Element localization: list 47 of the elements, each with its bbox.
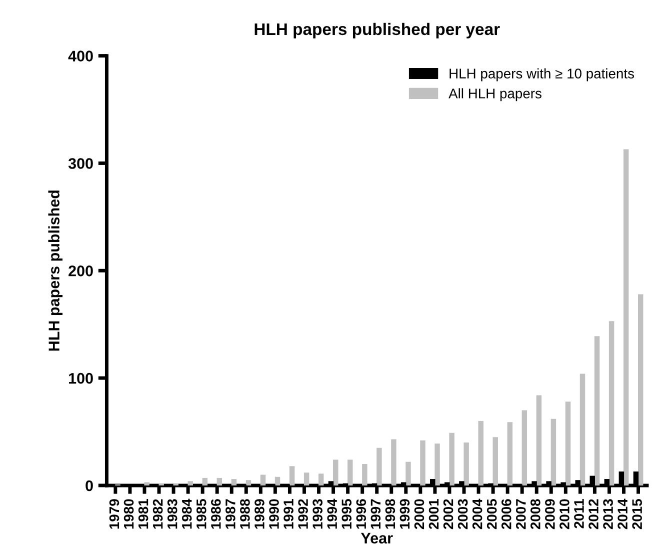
- x-tick-label: 2008: [530, 499, 540, 530]
- x-tick-label: 1999: [400, 499, 410, 529]
- x-tick-label: 1986: [210, 499, 221, 529]
- x-tick-label: 1983: [167, 499, 178, 529]
- chart-title: HLH papers published per year: [254, 22, 500, 38]
- x-tick-label: 1988: [240, 499, 250, 529]
- y-tick-label: 400: [68, 50, 93, 62]
- x-tick-label: 2003: [458, 499, 468, 530]
- x-tick-label: 1979: [109, 499, 120, 529]
- x-tick-label: 1991: [284, 499, 294, 529]
- x-tick-label: 2010: [560, 499, 570, 530]
- y-tick-label: 0: [86, 480, 93, 492]
- x-tick-label: 2015: [632, 499, 642, 530]
- y-tick-label: 200: [68, 266, 93, 276]
- x-tick-label: 2005: [486, 499, 497, 530]
- x-tick-label: 2009: [545, 499, 555, 530]
- x-tick-label: 2012: [588, 499, 598, 530]
- x-tick-label: 2011: [574, 499, 584, 528]
- x-tick-label: 1984: [182, 498, 192, 529]
- x-tick-label: 1995: [342, 499, 352, 529]
- x-tick-label: 1998: [385, 499, 396, 529]
- x-tick-label: 1985: [196, 499, 206, 529]
- x-tick-label: 1990: [269, 499, 279, 529]
- y-tick-label: 100: [69, 372, 93, 384]
- x-tick-label: 1994: [327, 498, 338, 529]
- x-tick-label: 2001: [428, 499, 439, 530]
- x-tick-label: 2013: [603, 499, 613, 530]
- x-tick-label: 2000: [414, 499, 424, 530]
- y-tick-label: 300: [68, 158, 93, 169]
- x-tick-label: 2014: [618, 498, 628, 530]
- y-axis-title: HLH papers published: [48, 190, 62, 351]
- legend-label: All HLH papers: [448, 88, 542, 102]
- x-tick-label: 1997: [370, 499, 381, 529]
- x-tick-label: 1993: [312, 499, 323, 529]
- x-tick-label: 1980: [124, 499, 134, 529]
- x-tick-label: 1987: [226, 499, 236, 529]
- x-tick-label: 2004: [472, 498, 482, 530]
- x-axis-title: Year: [360, 532, 393, 544]
- x-tick-label: 1981: [138, 499, 148, 529]
- x-tick-label: 2007: [516, 499, 526, 530]
- x-tick-label: 1992: [298, 499, 308, 529]
- x-tick-label: 1996: [356, 499, 366, 529]
- x-tick-label: 2002: [443, 499, 454, 530]
- x-tick-label: 1989: [254, 499, 264, 529]
- x-tick-label: 1982: [152, 499, 163, 529]
- x-tick-label: 2006: [501, 499, 512, 530]
- legend-label: HLH papers with ≥ 10 patients: [450, 68, 634, 82]
